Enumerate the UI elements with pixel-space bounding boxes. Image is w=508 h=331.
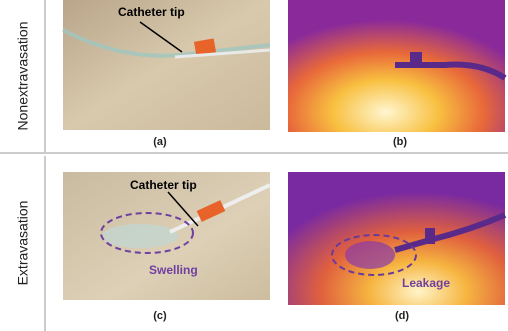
annotation: Swelling <box>149 263 198 277</box>
caption: (d) <box>395 310 409 322</box>
photo <box>63 0 270 130</box>
annotation: Catheter tip <box>118 5 185 19</box>
figure: Nonextravasation Extravasation Catheter … <box>0 0 508 331</box>
row-label: Extravasation <box>15 201 31 286</box>
thermal-image <box>288 0 505 132</box>
annotation: Leakage <box>402 276 450 290</box>
caption: (b) <box>393 136 407 148</box>
row-label: Nonextravasation <box>15 22 31 131</box>
thermal-image <box>288 172 505 305</box>
annotation: Catheter tip <box>130 178 197 192</box>
caption: (c) <box>153 310 167 322</box>
caption: (a) <box>153 136 167 148</box>
